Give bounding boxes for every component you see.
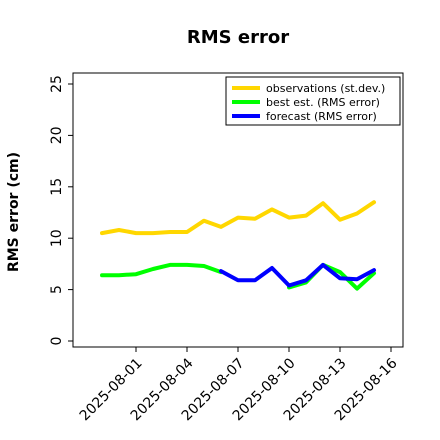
series-line-1 xyxy=(100,262,223,278)
legend: observations (st.dev.)best est. (RMS err… xyxy=(225,76,401,126)
y-tick-label: 25 xyxy=(49,75,65,93)
y-tick-label: 5 xyxy=(49,285,65,294)
y-tick-label: 15 xyxy=(49,178,65,196)
y-axis-label: RMS error (cm) xyxy=(6,152,22,272)
y-tick-label: 20 xyxy=(49,126,65,144)
series-lines xyxy=(100,200,376,291)
y-axis: 0 5 10 15 20 25 xyxy=(49,75,73,345)
legend-label: best est. (RMS error) xyxy=(266,96,380,109)
y-tick-label: 0 xyxy=(49,337,65,346)
legend-label: forecast (RMS error) xyxy=(266,110,377,123)
series-line-0 xyxy=(100,200,376,236)
legend-label: observations (st.dev.) xyxy=(266,82,385,95)
chart-title: RMS error xyxy=(187,27,289,48)
x-axis: 2025-08-012025-08-042025-08-072025-08-10… xyxy=(77,347,401,424)
y-tick-label: 10 xyxy=(49,229,65,247)
series-line-2 xyxy=(219,262,376,288)
